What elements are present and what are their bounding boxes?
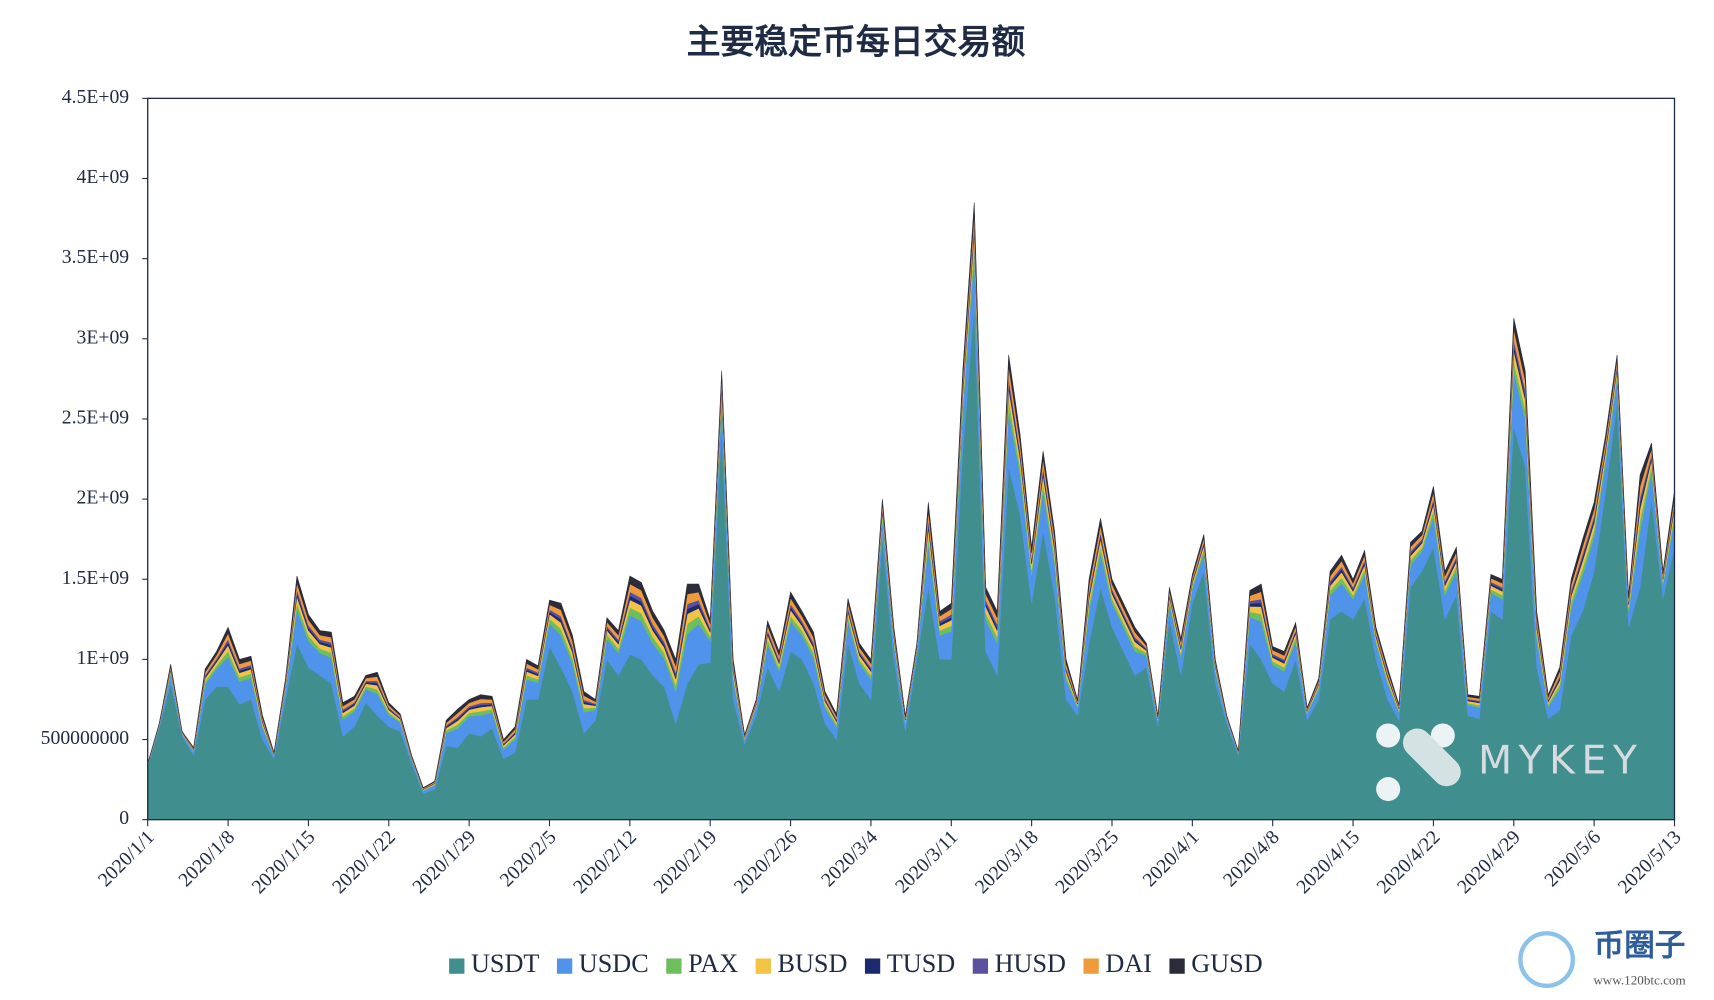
legend: USDT USDC PAX BUSD TUSD HUSD DAI GUSD (449, 949, 1263, 978)
logo-bar (1402, 728, 1461, 787)
x-tick-label: 2020/2/19 (649, 826, 721, 898)
y-tick-label: 0 (119, 807, 129, 829)
legend-label: GUSD (1191, 949, 1262, 978)
legend-swatch (449, 958, 465, 974)
x-tick-label: 2020/2/5 (496, 826, 561, 891)
x-tick-label: 2020/3/18 (971, 826, 1043, 898)
legend-label: DAI (1105, 949, 1152, 978)
x-tick-label: 2020/3/11 (891, 826, 962, 897)
legend-label: BUSD (777, 949, 847, 978)
x-tick-label: 2020/4/8 (1219, 826, 1284, 891)
y-tick-label: 1E+09 (77, 647, 130, 669)
x-tick-label: 2020/5/13 (1614, 826, 1686, 898)
x-tick-label: 2020/5/6 (1540, 826, 1605, 891)
chart-title: 主要稳定币每日交易额 (687, 23, 1026, 62)
logo-dot (1376, 777, 1401, 802)
legend-label: HUSD (995, 949, 1066, 978)
legend-swatch (556, 958, 573, 974)
y-tick-label: 3E+09 (77, 326, 130, 348)
y-tick-label: 2E+09 (77, 487, 130, 509)
legend-swatch (755, 958, 771, 974)
legend-label: TUSD (887, 949, 955, 978)
x-tick-label: 2020/1/29 (408, 826, 480, 898)
x-tick-label: 2020/3/25 (1051, 826, 1123, 898)
x-tick-label: 2020/4/22 (1373, 826, 1445, 898)
legend-swatch (972, 958, 989, 974)
watermark-logo (1376, 723, 1461, 802)
x-tick-label: 2020/2/26 (730, 826, 802, 898)
site-logo (1518, 931, 1576, 988)
x-tick-label: 2020/1/22 (328, 826, 400, 898)
x-tick-label: 2020/1/8 (174, 826, 239, 891)
x-tick-label: 2020/4/15 (1292, 826, 1364, 898)
x-tick-label: 2020/1/15 (248, 826, 320, 898)
y-tick-label: 1.5E+09 (62, 567, 129, 589)
y-tick-label: 4E+09 (77, 166, 130, 188)
legend-label: USDC (579, 949, 649, 978)
x-tick-label: 2020/4/1 (1138, 826, 1203, 891)
legend-swatch (1083, 958, 1099, 974)
legend-swatch (666, 958, 682, 974)
legend-swatch (864, 958, 881, 974)
x-tick-label: 2020/3/4 (817, 826, 882, 891)
site-url: www.120btc.com (1593, 972, 1685, 987)
legend-swatch (1169, 958, 1185, 974)
y-tick-label: 2.5E+09 (62, 406, 129, 428)
logo-dot (1430, 723, 1455, 748)
x-tick-label: 2020/1/1 (94, 826, 159, 891)
y-tick-label: 500000000 (41, 727, 130, 749)
site-name: 币圈子 (1594, 929, 1686, 963)
x-tick-label: 2020/2/12 (569, 826, 641, 898)
logo-dot (1376, 723, 1401, 748)
legend-label: USDT (471, 949, 539, 978)
legend-label: PAX (688, 949, 738, 978)
y-tick-label: 3.5E+09 (62, 246, 129, 268)
watermark-text: MYKEY (1478, 737, 1643, 783)
x-tick-label: 2020/4/29 (1453, 826, 1525, 898)
y-tick-label: 4.5E+09 (62, 86, 129, 108)
plot-frame (147, 97, 1676, 821)
